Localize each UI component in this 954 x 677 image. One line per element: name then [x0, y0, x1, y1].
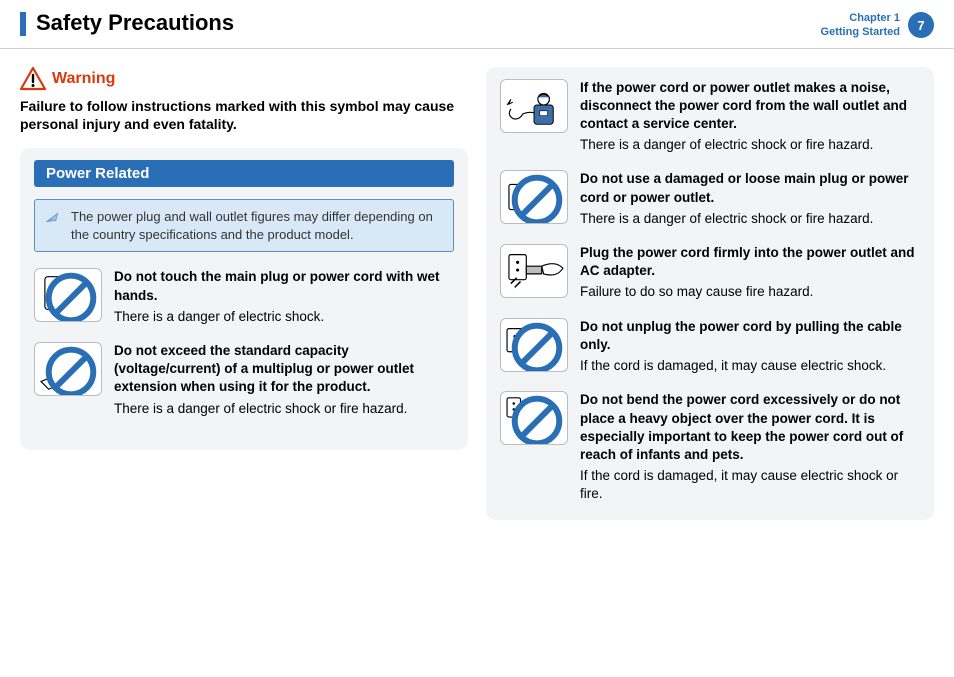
precaution-item: Plug the power cord firmly into the powe… — [500, 244, 920, 302]
content-columns: Warning Failure to follow instructions m… — [0, 49, 954, 520]
precaution-item: If the power cord or power outlet makes … — [500, 79, 920, 155]
left-column: Warning Failure to follow instructions m… — [20, 67, 468, 520]
warning-text: Failure to follow instructions marked wi… — [20, 97, 468, 135]
precaution-item: Do not bend the power cord excessively o… — [500, 391, 920, 503]
page-header: Safety Precautions Chapter 1 Getting Sta… — [0, 0, 954, 49]
precaution-bold: Do not exceed the standard capacity (vol… — [114, 342, 454, 397]
precaution-desc: Failure to do so may cause fire hazard. — [580, 284, 813, 299]
prohibit-icon — [38, 346, 102, 396]
precaution-body: Do not use a damaged or loose main plug … — [580, 170, 920, 228]
precaution-body: Do not unplug the power cord by pulling … — [580, 318, 920, 376]
precaution-bold: Plug the power cord firmly into the powe… — [580, 244, 920, 280]
precaution-thumb — [34, 268, 102, 322]
precaution-body: Do not exceed the standard capacity (vol… — [114, 342, 454, 418]
precaution-desc: If the cord is damaged, it may cause ele… — [580, 468, 898, 501]
precaution-thumb — [34, 342, 102, 396]
chapter-label: Chapter 1 Getting Started — [821, 12, 900, 40]
right-panel: If the power cord or power outlet makes … — [486, 67, 934, 520]
prohibit-icon — [504, 174, 568, 224]
precaution-body: If the power cord or power outlet makes … — [580, 79, 920, 155]
precaution-desc: There is a danger of electric shock or f… — [114, 401, 407, 416]
left-panel: Power Related The power plug and wall ou… — [20, 148, 468, 450]
section-title: Power Related — [34, 160, 454, 187]
precaution-thumb — [500, 318, 568, 372]
precaution-body: Plug the power cord firmly into the powe… — [580, 244, 920, 302]
precaution-thumb — [500, 391, 568, 445]
precaution-item: Do not unplug the power cord by pulling … — [500, 318, 920, 376]
page-title: Safety Precautions — [36, 10, 821, 36]
right-column: If the power cord or power outlet makes … — [486, 67, 934, 520]
note-box: The power plug and wall outlet figures m… — [34, 199, 454, 252]
prohibit-icon — [504, 322, 568, 372]
note-text: The power plug and wall outlet figures m… — [71, 208, 443, 243]
page-number-badge: 7 — [908, 12, 934, 38]
precaution-body: Do not touch the main plug or power cord… — [114, 268, 454, 326]
precaution-desc: There is a danger of electric shock or f… — [580, 211, 873, 226]
page-number: 7 — [917, 18, 924, 33]
warning-triangle-icon — [20, 67, 46, 91]
prohibit-icon — [504, 395, 568, 445]
chapter-line2: Getting Started — [821, 26, 900, 40]
precaution-bold: Do not use a damaged or loose main plug … — [580, 170, 920, 206]
warning-heading: Warning — [20, 67, 468, 91]
precaution-bold: Do not bend the power cord excessively o… — [580, 391, 920, 464]
precaution-body: Do not bend the power cord excessively o… — [580, 391, 920, 503]
precaution-bold: If the power cord or power outlet makes … — [580, 79, 920, 134]
precaution-bold: Do not touch the main plug or power cord… — [114, 268, 454, 304]
note-icon — [45, 210, 63, 224]
precaution-item: Do not touch the main plug or power cord… — [34, 268, 454, 326]
precaution-desc: There is a danger of electric shock or f… — [580, 137, 873, 152]
precaution-desc: There is a danger of electric shock. — [114, 309, 324, 324]
precaution-thumb — [500, 244, 568, 298]
precaution-item: Do not use a damaged or loose main plug … — [500, 170, 920, 228]
precaution-bold: Do not unplug the power cord by pulling … — [580, 318, 920, 354]
prohibit-icon — [38, 272, 102, 322]
precaution-thumb — [500, 79, 568, 133]
precaution-thumb — [500, 170, 568, 224]
warning-label: Warning — [52, 70, 115, 88]
precaution-desc: If the cord is damaged, it may cause ele… — [580, 358, 886, 373]
precaution-item: Do not exceed the standard capacity (vol… — [34, 342, 454, 418]
chapter-line1: Chapter 1 — [821, 12, 900, 26]
header-accent-bar — [20, 12, 26, 36]
